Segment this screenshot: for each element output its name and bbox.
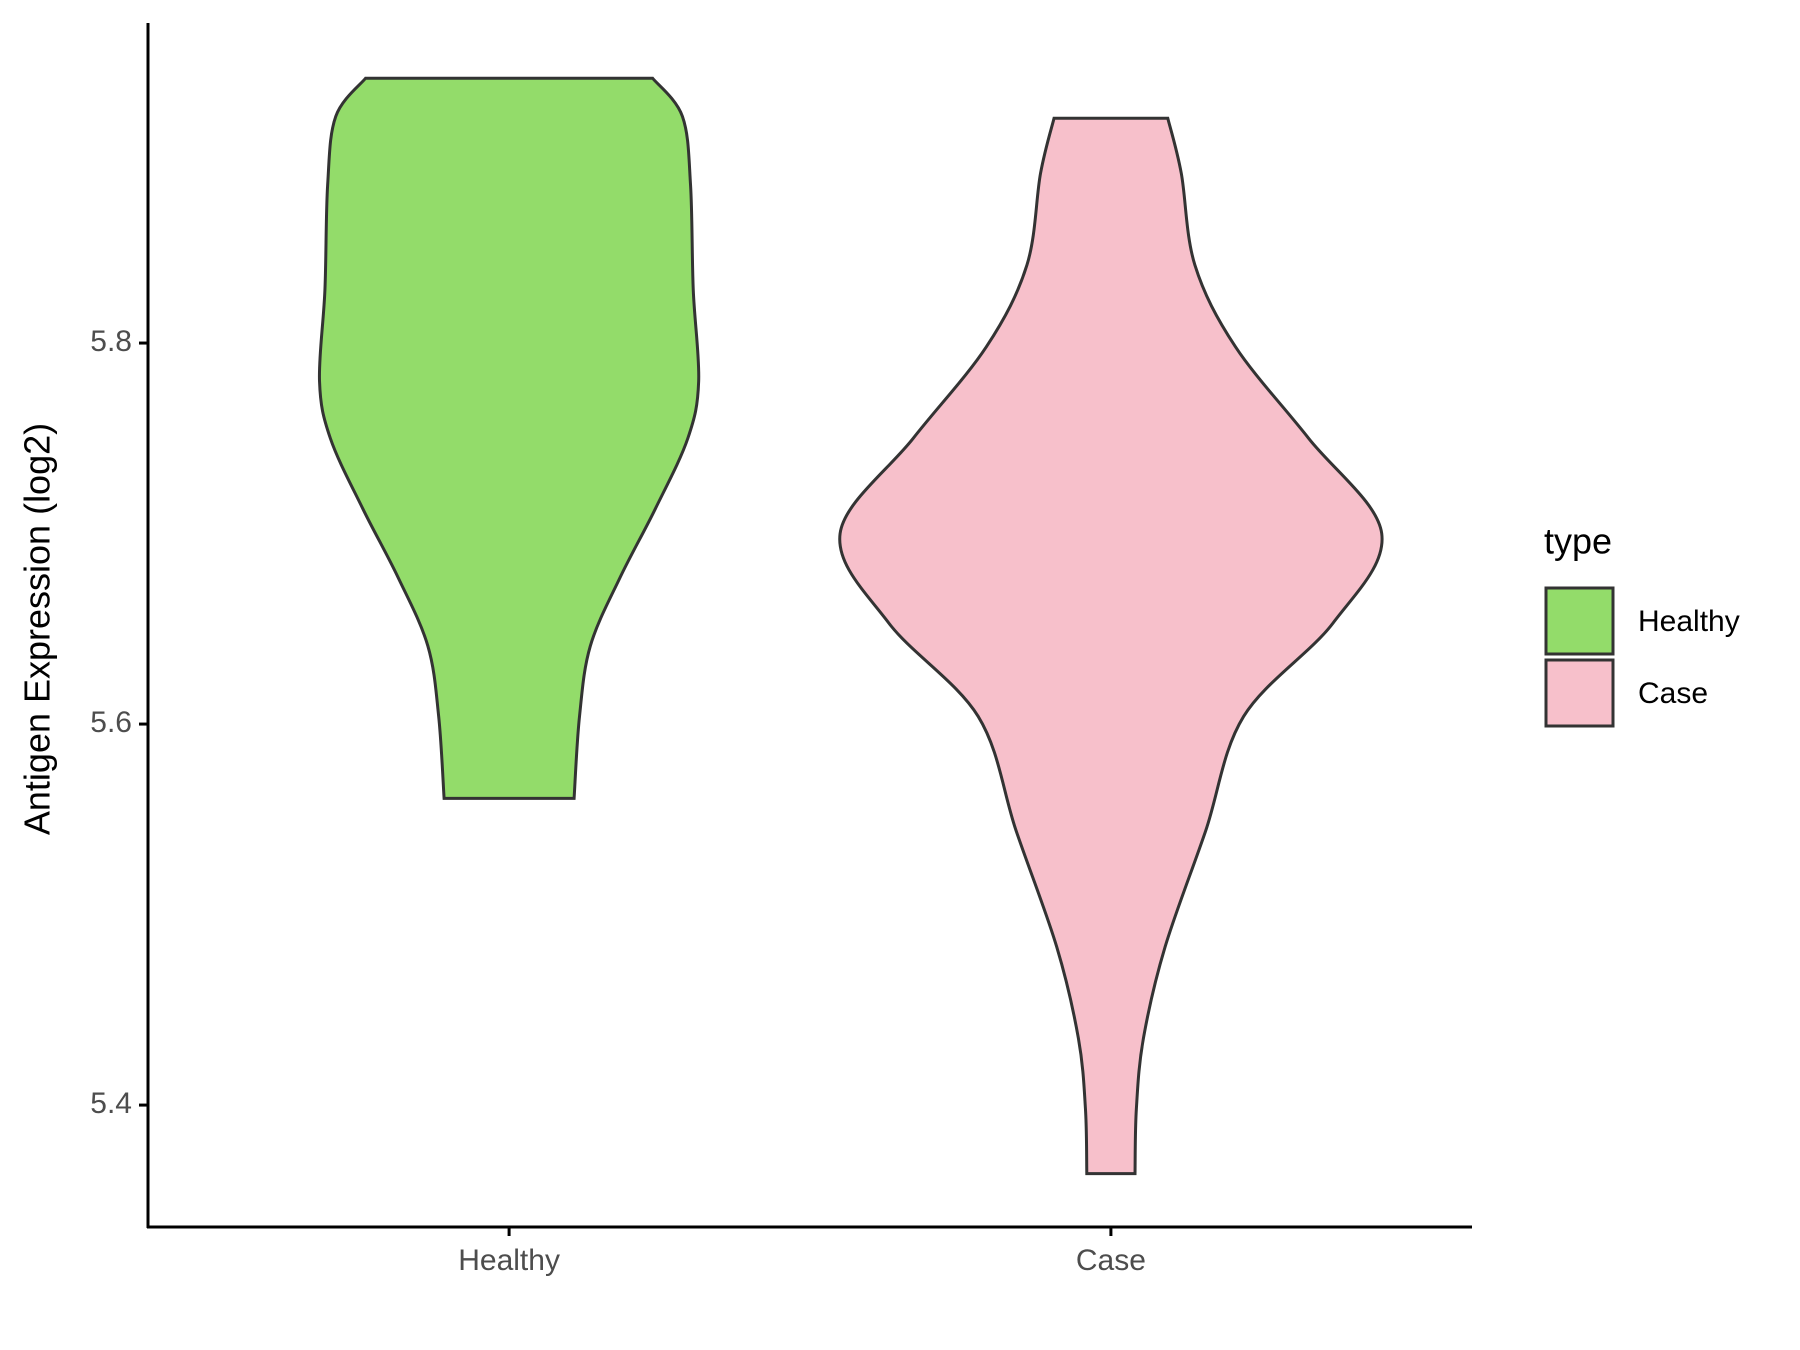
legend-title: type [1544,521,1612,562]
legend-key [1544,586,1615,656]
y-axis-label: Antigen Expression (log2) [17,423,58,835]
x-tick-label: Healthy [458,1244,560,1277]
violin [838,116,1384,1176]
y-tick-label: 5.6 [90,706,132,739]
y-tick-label: 5.8 [90,325,132,358]
violin [317,76,701,800]
legend-label: Healthy [1638,605,1740,638]
legend-key [1544,658,1615,728]
legend-label: Case [1638,677,1708,710]
x-tick-label: Case [1076,1244,1146,1277]
y-tick-label: 5.4 [90,1087,132,1120]
